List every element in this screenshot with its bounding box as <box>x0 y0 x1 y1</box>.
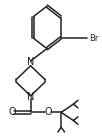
Text: Br: Br <box>89 34 98 42</box>
Text: O: O <box>45 107 52 117</box>
Text: N: N <box>27 57 34 67</box>
Text: O: O <box>8 107 16 117</box>
Text: N: N <box>27 92 34 102</box>
